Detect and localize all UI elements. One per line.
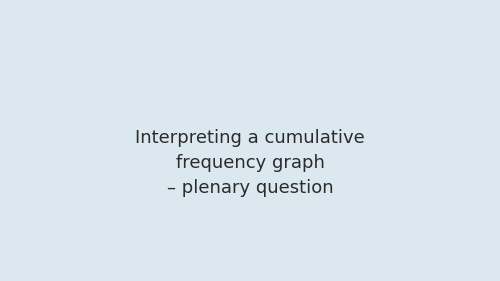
Text: Interpreting a cumulative
frequency graph
– plenary question: Interpreting a cumulative frequency grap… [135,129,365,197]
